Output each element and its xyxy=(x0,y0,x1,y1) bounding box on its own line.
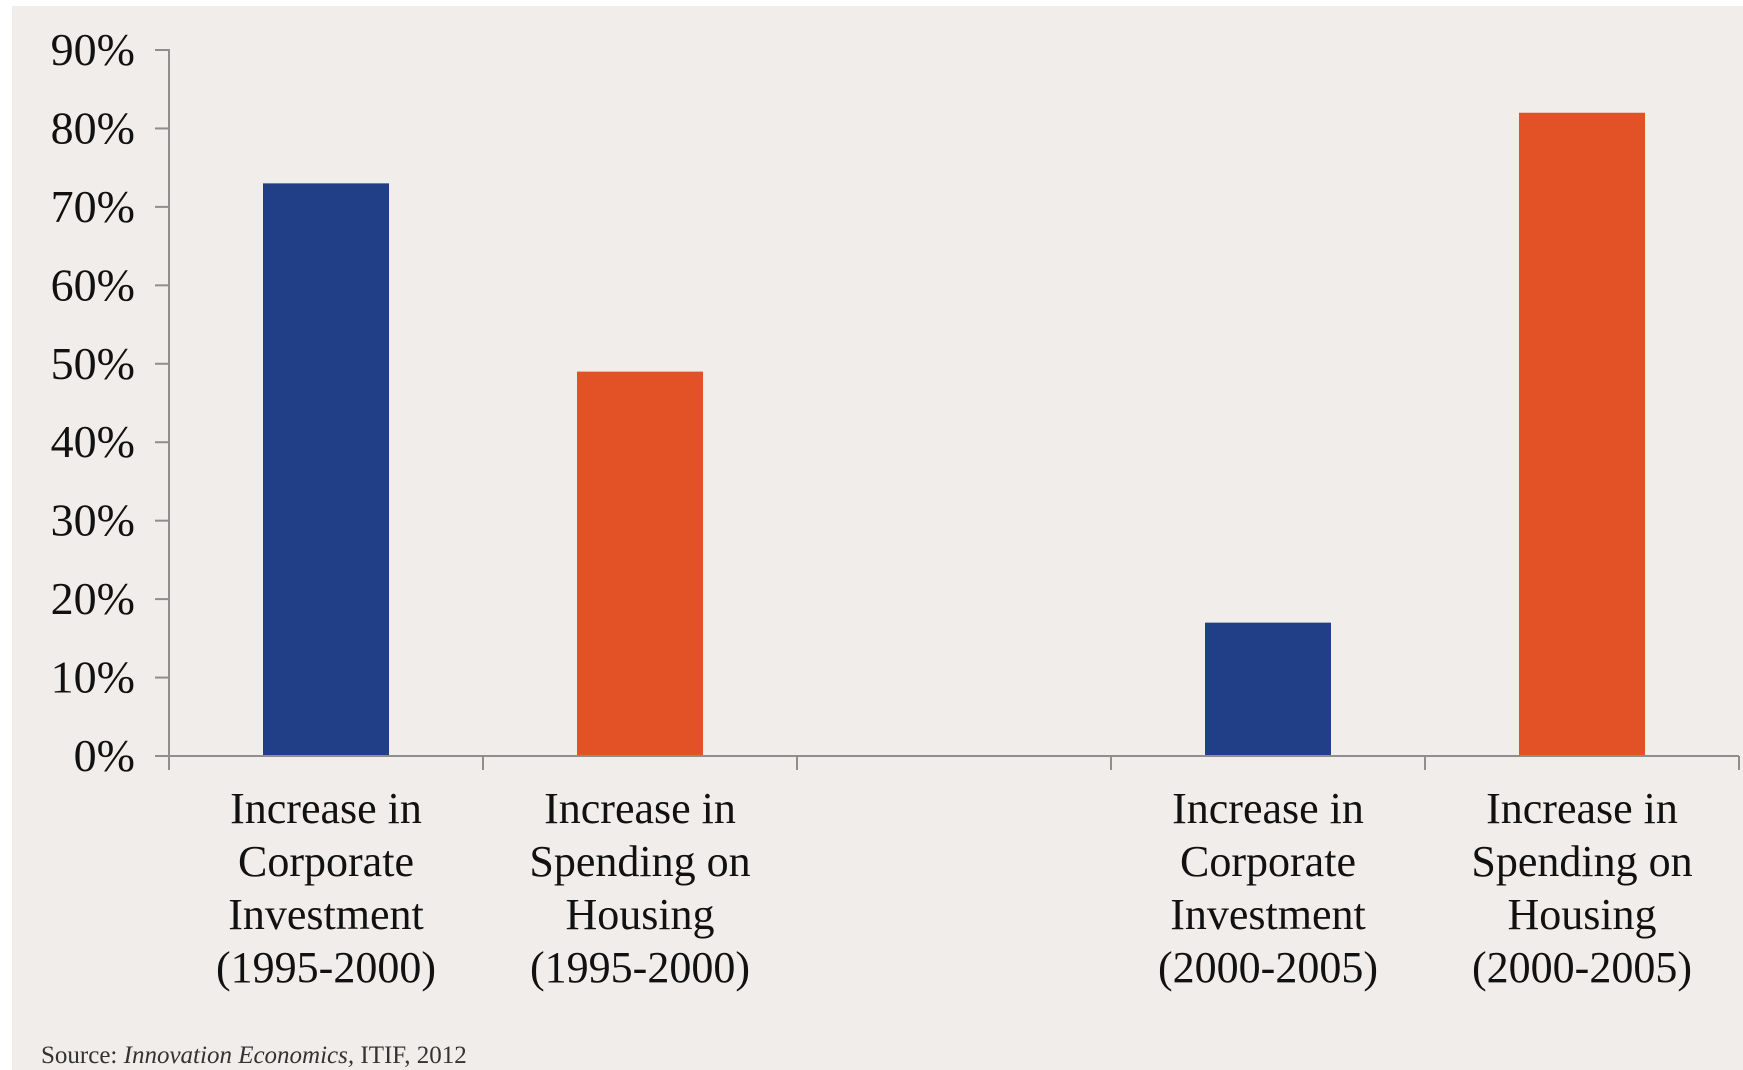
y-tick-label: 50% xyxy=(51,338,135,389)
x-axis-ticks xyxy=(168,756,1740,770)
bar xyxy=(1205,622,1331,756)
category-label: Increase in Corporate Investment (2000-2005… xyxy=(1158,784,1378,992)
source-work-title: Innovation Economics, xyxy=(123,1042,355,1069)
chart-panel: 0% 10% 20% 30% 40% 50% 60% 70% 80% 90% Increase i… xyxy=(12,6,1743,1070)
category-label: Increase in Spending on Housing (1995-2000) xyxy=(529,784,750,992)
y-tick-label: 0% xyxy=(74,730,135,781)
axes xyxy=(168,49,1739,757)
y-tick-label: 10% xyxy=(51,652,135,703)
y-tick-label: 90% xyxy=(51,24,135,75)
y-tick-label: 40% xyxy=(51,416,135,467)
bars xyxy=(263,112,1645,756)
y-tick-label: 80% xyxy=(51,102,135,153)
category-labels: Increase in Corporate Investment (1995-2000… xyxy=(216,784,1693,992)
category-label: Increase in Corporate Investment (1995-2000… xyxy=(216,784,436,992)
y-axis-ticks: 0% 10% 20% 30% 40% 50% 60% 70% 80% 90% xyxy=(51,24,169,781)
bar xyxy=(577,371,703,756)
source-rest: ITIF, 2012 xyxy=(354,1042,467,1069)
y-tick-label: 20% xyxy=(51,573,135,624)
y-tick-label: 70% xyxy=(51,181,135,232)
bar xyxy=(1519,112,1645,756)
y-tick-label: 30% xyxy=(51,495,135,546)
bar-chart: 0% 10% 20% 30% 40% 50% 60% 70% 80% 90% Increase i… xyxy=(51,24,1740,992)
source-prefix: Source: xyxy=(41,1042,124,1069)
bar xyxy=(263,183,389,756)
category-label: Increase in Spending on Housing (2000-2005) xyxy=(1471,784,1692,992)
source-note: Source: Innovation Economics, ITIF, 2012 xyxy=(41,1042,467,1070)
y-tick-label: 60% xyxy=(51,259,135,310)
